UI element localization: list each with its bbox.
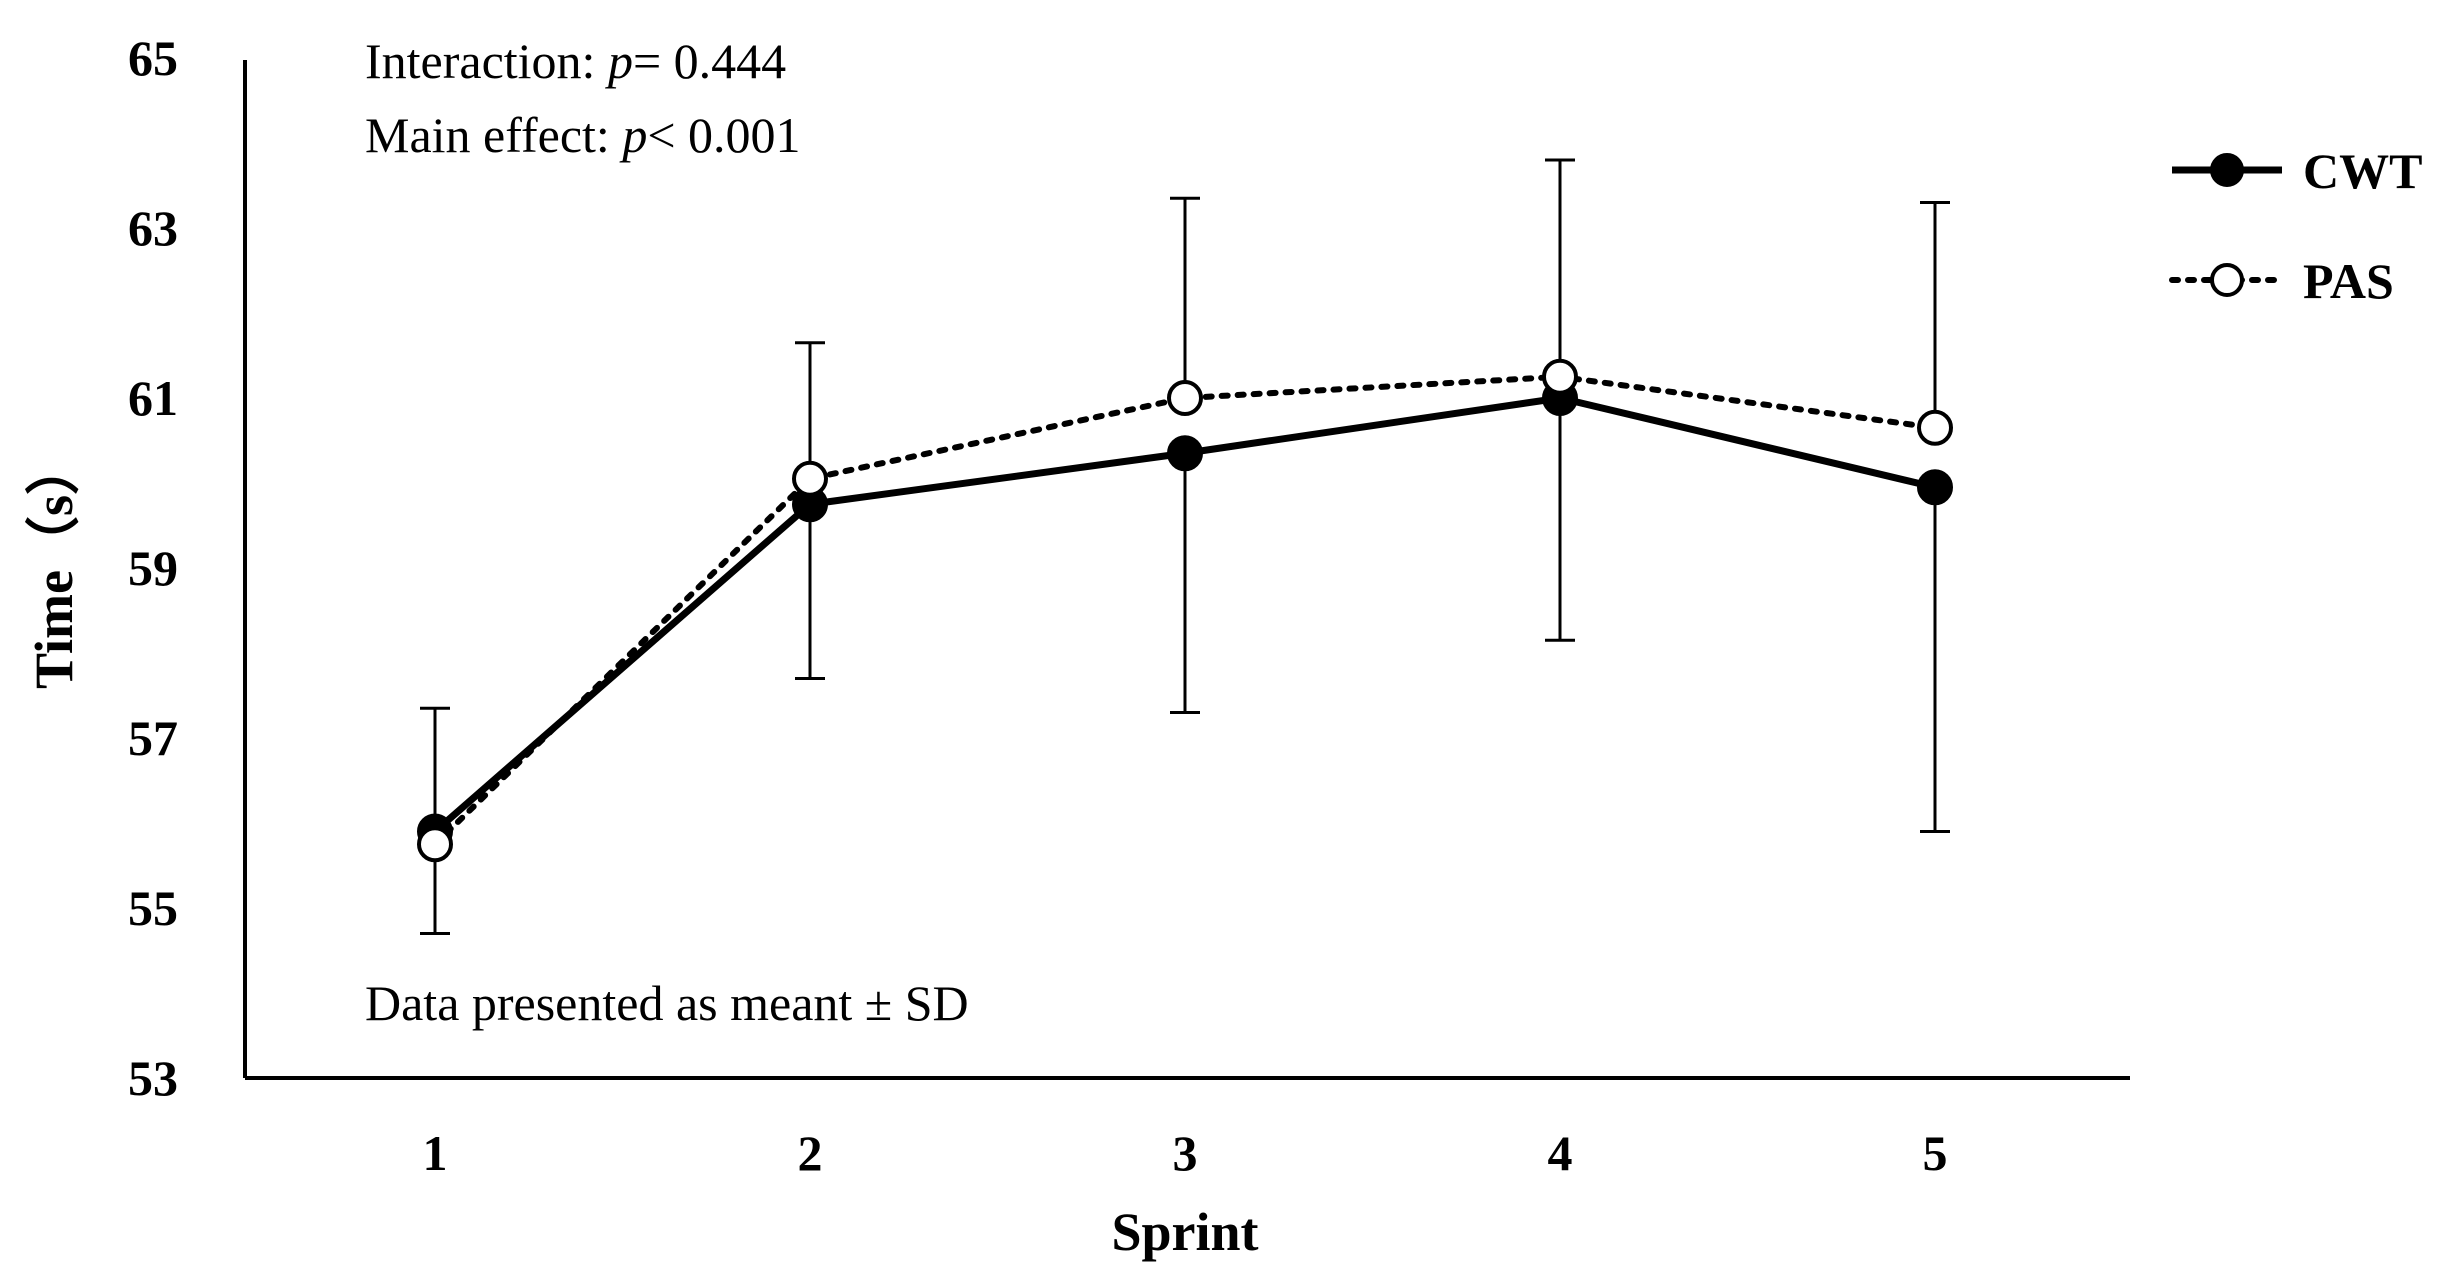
y-tick-label: 63 [128,200,178,256]
interaction-p-symbol: p [605,33,633,89]
interaction-annotation: Interaction: p= 0.444 [365,33,786,89]
x-tick-label: 2 [798,1125,823,1181]
interaction-p-value: = 0.444 [633,33,786,89]
main-effect-annotation: Main effect: p< 0.001 [365,107,801,163]
x-tick-label: 4 [1548,1125,1573,1181]
pas-data-point [1917,409,1953,446]
cwt-data-point [1167,435,1203,472]
main-effect-label: Main effect: [365,107,622,163]
pas-series-line [432,373,1938,848]
y-axis-title: Time（s） [24,441,84,689]
legend-pas-label: PAS [2303,253,2394,309]
legend-pas-marker [2210,263,2244,297]
y-tick-label: 57 [128,710,178,766]
error-bars [420,158,1950,935]
x-tick-label: 3 [1173,1125,1198,1181]
pas-data-point [1167,380,1203,416]
y-tick-label: 59 [128,540,178,596]
pas-data-point [792,460,828,497]
interaction-label: Interaction: [365,33,608,89]
legend-cwt-marker [2210,153,2244,187]
main-effect-p-symbol: p [619,107,647,163]
x-tick-label: 5 [1923,1125,1948,1181]
y-tick-label: 65 [128,30,178,86]
y-tick-label: 53 [128,1050,178,1106]
pas-data-point [1542,358,1578,395]
y-tick-labels: 53 55 57 59 61 63 65 [128,30,178,1106]
main-effect-p-value: < 0.001 [647,107,800,163]
x-tick-label: 1 [423,1125,448,1181]
data-markers [417,358,1953,863]
cwt-data-point [1917,469,1953,506]
legend: CWT PAS [2169,143,2422,309]
y-tick-label: 55 [128,880,178,936]
y-tick-label: 61 [128,370,178,426]
data-note-annotation: Data presented as meant ± SD [365,975,969,1031]
legend-cwt-label: CWT [2303,143,2422,199]
pas-data-point [417,826,453,863]
x-axis-title: Sprint [1111,1202,1258,1262]
x-tick-labels: 1 2 3 4 5 [423,1125,1948,1181]
